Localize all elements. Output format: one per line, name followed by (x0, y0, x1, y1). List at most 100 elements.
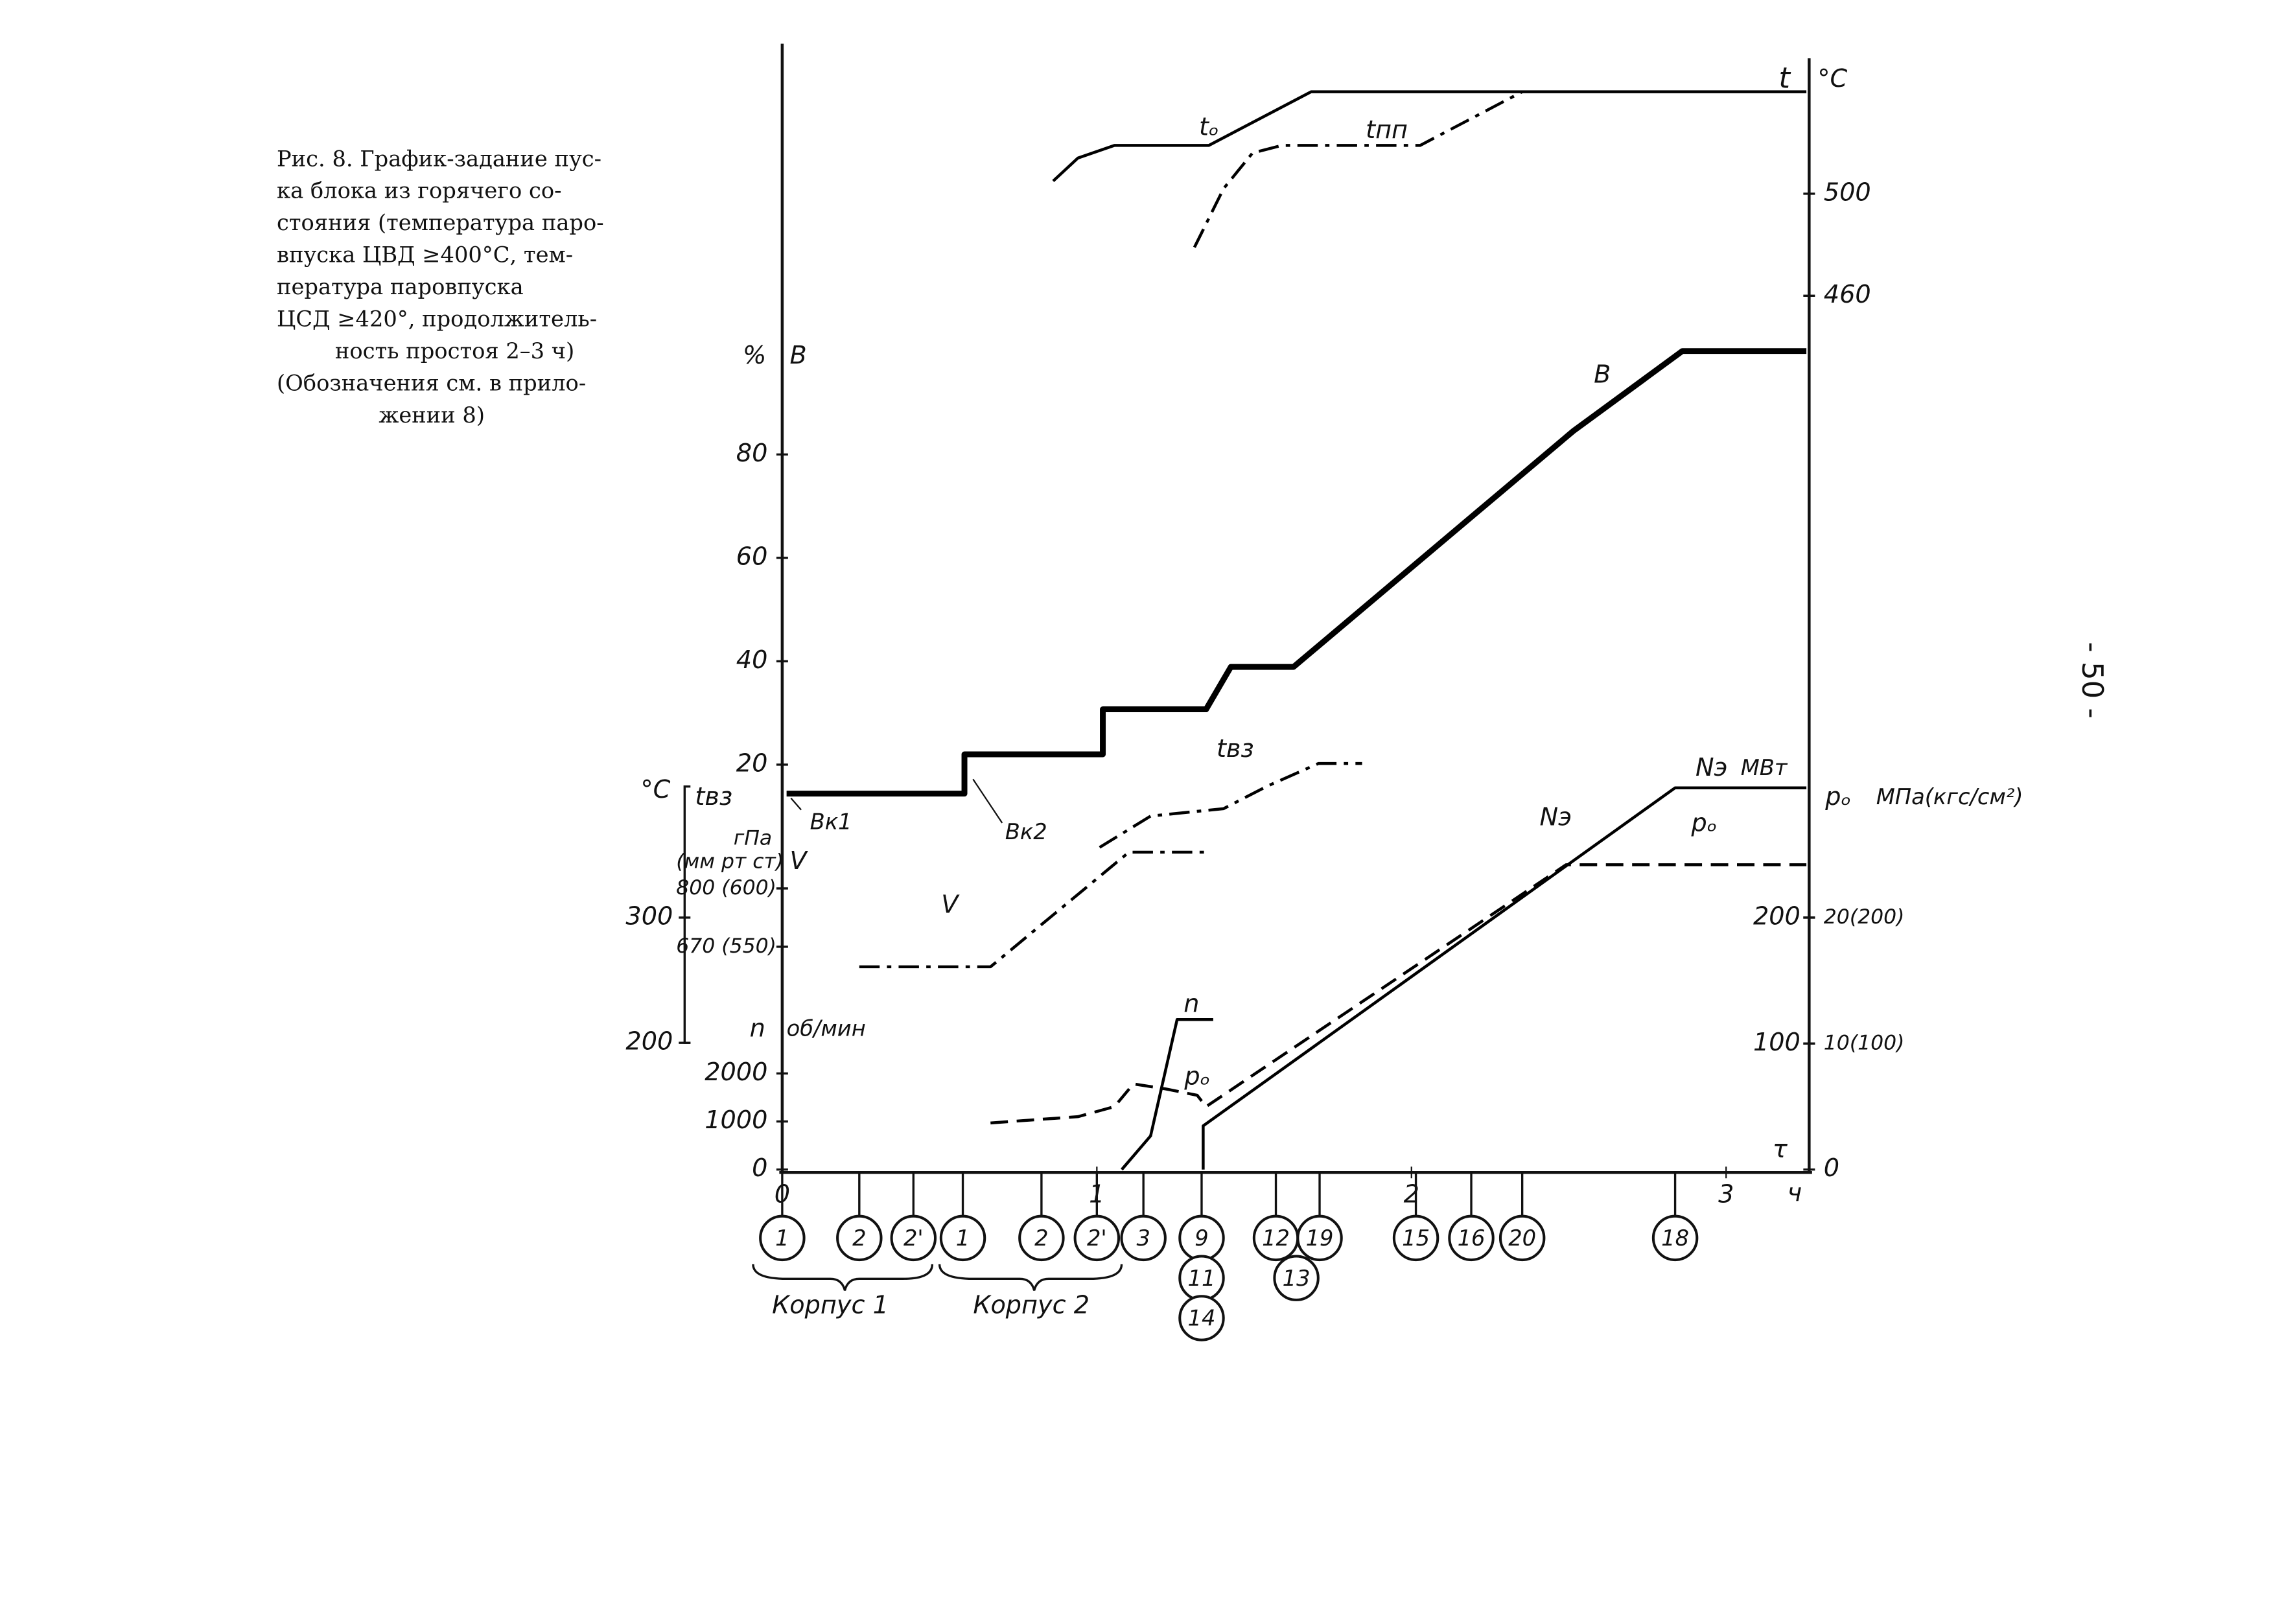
annotation: Вк2 (1005, 819, 1047, 844)
x-axis-symbol: τ (1773, 1135, 1788, 1164)
series-line (990, 863, 1807, 1125)
series-label: Nэ (1696, 754, 1728, 782)
brace (752, 1264, 934, 1291)
annotation: Вк1 (810, 809, 852, 834)
y4-axis-label: (мм рт ст) (676, 850, 784, 874)
event-label: 3 (1136, 1225, 1150, 1251)
series-label: tпп (1366, 116, 1408, 145)
caption-line: (Обозначения см. в прило- (277, 370, 586, 395)
event-label: 11 (1188, 1266, 1216, 1291)
y-tick-label: 40 (736, 646, 768, 675)
x-axis-label: ч (1788, 1179, 1802, 1207)
y2-axis-label: °C (1817, 65, 1847, 93)
series-label: tₒ (1199, 113, 1219, 141)
series-label: pₒ (1824, 783, 1851, 811)
series-line (1099, 761, 1362, 849)
y-tick-label: 100 (1753, 1028, 1800, 1057)
y-tick-label: 20(200) (1824, 905, 1905, 929)
y-tick-label: 670 (550) (676, 934, 776, 958)
event-label: 18 (1661, 1225, 1689, 1251)
y-axis-label: % (743, 342, 766, 370)
event-marker (1073, 1214, 1121, 1262)
y-tick-label: 200 (625, 1028, 673, 1056)
caption-line: ность простоя 2–3 ч) (335, 338, 574, 364)
group-label: Корпус 2 (973, 1292, 1090, 1320)
event-marker (1296, 1214, 1343, 1262)
y-tick-label: 500 (1824, 178, 1871, 207)
series-label: pₒ (1690, 809, 1717, 838)
event-marker (1178, 1295, 1225, 1341)
event-label: 16 (1458, 1225, 1486, 1251)
y3-axis-label: °С (640, 776, 670, 804)
leader (972, 778, 1003, 824)
y6-axis-label: МПа(кгс/см²) (1876, 784, 2023, 809)
series-label: В (790, 342, 807, 370)
y-tick-label: 10(100) (1824, 1031, 1905, 1054)
event-marker (1392, 1214, 1439, 1262)
y-tick-label: 200 (1753, 902, 1800, 931)
caption-line: стояния (температура паро- (277, 210, 604, 235)
series-label: Nэ (1540, 804, 1572, 832)
y5-axis-label: об/мин (787, 1015, 866, 1041)
event-label: 13 (1283, 1266, 1311, 1291)
event-marker (939, 1214, 986, 1262)
series-label: n (1183, 990, 1199, 1018)
event-marker (836, 1214, 883, 1262)
x-tick-label: 3 (1718, 1181, 1734, 1209)
y-tick-label: 460 (1824, 281, 1871, 309)
y-tick-label: 2000 (705, 1058, 767, 1087)
event-label: 19 (1306, 1225, 1334, 1251)
series-label: tвз (1217, 735, 1254, 763)
series-label: n (750, 1014, 765, 1043)
event-label: 20 (1508, 1225, 1536, 1251)
y7-axis-label: МВт (1741, 755, 1788, 780)
series-label: V (790, 847, 809, 876)
caption-line: пература паровпуска (277, 274, 524, 299)
caption-line: ЦСД ≥420°, продолжитель- (277, 306, 597, 331)
event-label: 15 (1402, 1225, 1430, 1251)
event-label: 1 (775, 1225, 789, 1251)
series-line (1052, 90, 1807, 183)
series-label: tвз (695, 783, 732, 811)
event-marker (890, 1214, 937, 1262)
series-label: В (1594, 360, 1611, 389)
y-tick-label: 0 (1824, 1154, 1839, 1183)
leader (790, 797, 802, 811)
caption-line: жении 8) (379, 402, 485, 428)
event-label: 9 (1194, 1225, 1208, 1251)
series-label: V (941, 890, 960, 919)
y2-axis-label: t (1778, 61, 1791, 95)
bracket (683, 785, 691, 1044)
y-tick-label: 60 (736, 542, 768, 571)
event-marker (1273, 1255, 1320, 1301)
event-label: 2 (1034, 1225, 1048, 1251)
brace (938, 1264, 1123, 1291)
x-tick-label: 2 (1404, 1181, 1419, 1209)
y-tick-label: 300 (625, 902, 673, 931)
page-number: - 50 - (2075, 642, 2110, 719)
event-label: 12 (1262, 1225, 1290, 1251)
event-marker (1448, 1214, 1495, 1262)
series-line (859, 850, 1209, 969)
series-line (786, 348, 1807, 797)
caption-line: Рис. 8. График-задание пус- (277, 146, 601, 171)
y-tick-label: 800 (600) (676, 876, 776, 899)
event-marker (759, 1214, 806, 1262)
event-marker (1018, 1214, 1065, 1262)
event-marker (1498, 1214, 1546, 1262)
y-tick-label: 20 (736, 749, 768, 778)
series-line (1202, 786, 1807, 1170)
event-label: 1 (956, 1225, 970, 1251)
y-tick-label: 80 (736, 439, 768, 468)
series-line (1121, 1018, 1213, 1171)
event-label: 14 (1188, 1306, 1216, 1331)
series-line (1193, 90, 1523, 248)
event-label: 2' (903, 1225, 924, 1251)
caption-line: ка блока из горячего со- (277, 178, 562, 203)
event-marker (1651, 1214, 1699, 1262)
series-label: pₒ (1183, 1063, 1210, 1091)
caption-line: впуска ЦВД ≥400°С, тем- (277, 242, 573, 268)
event-label: 2' (1087, 1225, 1107, 1251)
